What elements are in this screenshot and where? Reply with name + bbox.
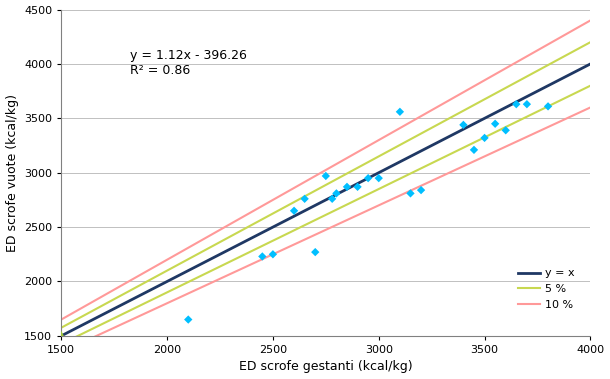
Point bbox=[300, 196, 309, 202]
Point bbox=[490, 121, 500, 127]
Point bbox=[374, 175, 384, 181]
Y-axis label: ED scrofe vuote (kcal/kg): ED scrofe vuote (kcal/kg) bbox=[5, 94, 18, 252]
Point bbox=[289, 208, 299, 214]
Point bbox=[328, 196, 337, 202]
Point bbox=[395, 109, 405, 115]
Point bbox=[522, 101, 532, 107]
Point bbox=[469, 147, 479, 153]
Point bbox=[479, 135, 489, 141]
Text: y = 1.12x - 396.26
R² = 0.86: y = 1.12x - 396.26 R² = 0.86 bbox=[130, 49, 247, 77]
Point bbox=[353, 184, 362, 190]
Point bbox=[342, 184, 352, 190]
Point bbox=[321, 173, 331, 179]
Point bbox=[543, 103, 553, 110]
Point bbox=[459, 122, 468, 128]
Point bbox=[406, 190, 415, 196]
Point bbox=[56, 333, 66, 339]
Point bbox=[268, 251, 278, 257]
X-axis label: ED scrofe gestanti (kcal/kg): ED scrofe gestanti (kcal/kg) bbox=[239, 360, 412, 373]
Point bbox=[257, 254, 267, 260]
Point bbox=[364, 175, 373, 181]
Legend: y = x, 5 %, 10 %: y = x, 5 %, 10 % bbox=[513, 264, 580, 314]
Point bbox=[331, 190, 341, 196]
Point bbox=[310, 249, 320, 255]
Point bbox=[501, 127, 511, 133]
Point bbox=[184, 316, 193, 323]
Point bbox=[511, 101, 521, 107]
Point bbox=[416, 187, 426, 193]
